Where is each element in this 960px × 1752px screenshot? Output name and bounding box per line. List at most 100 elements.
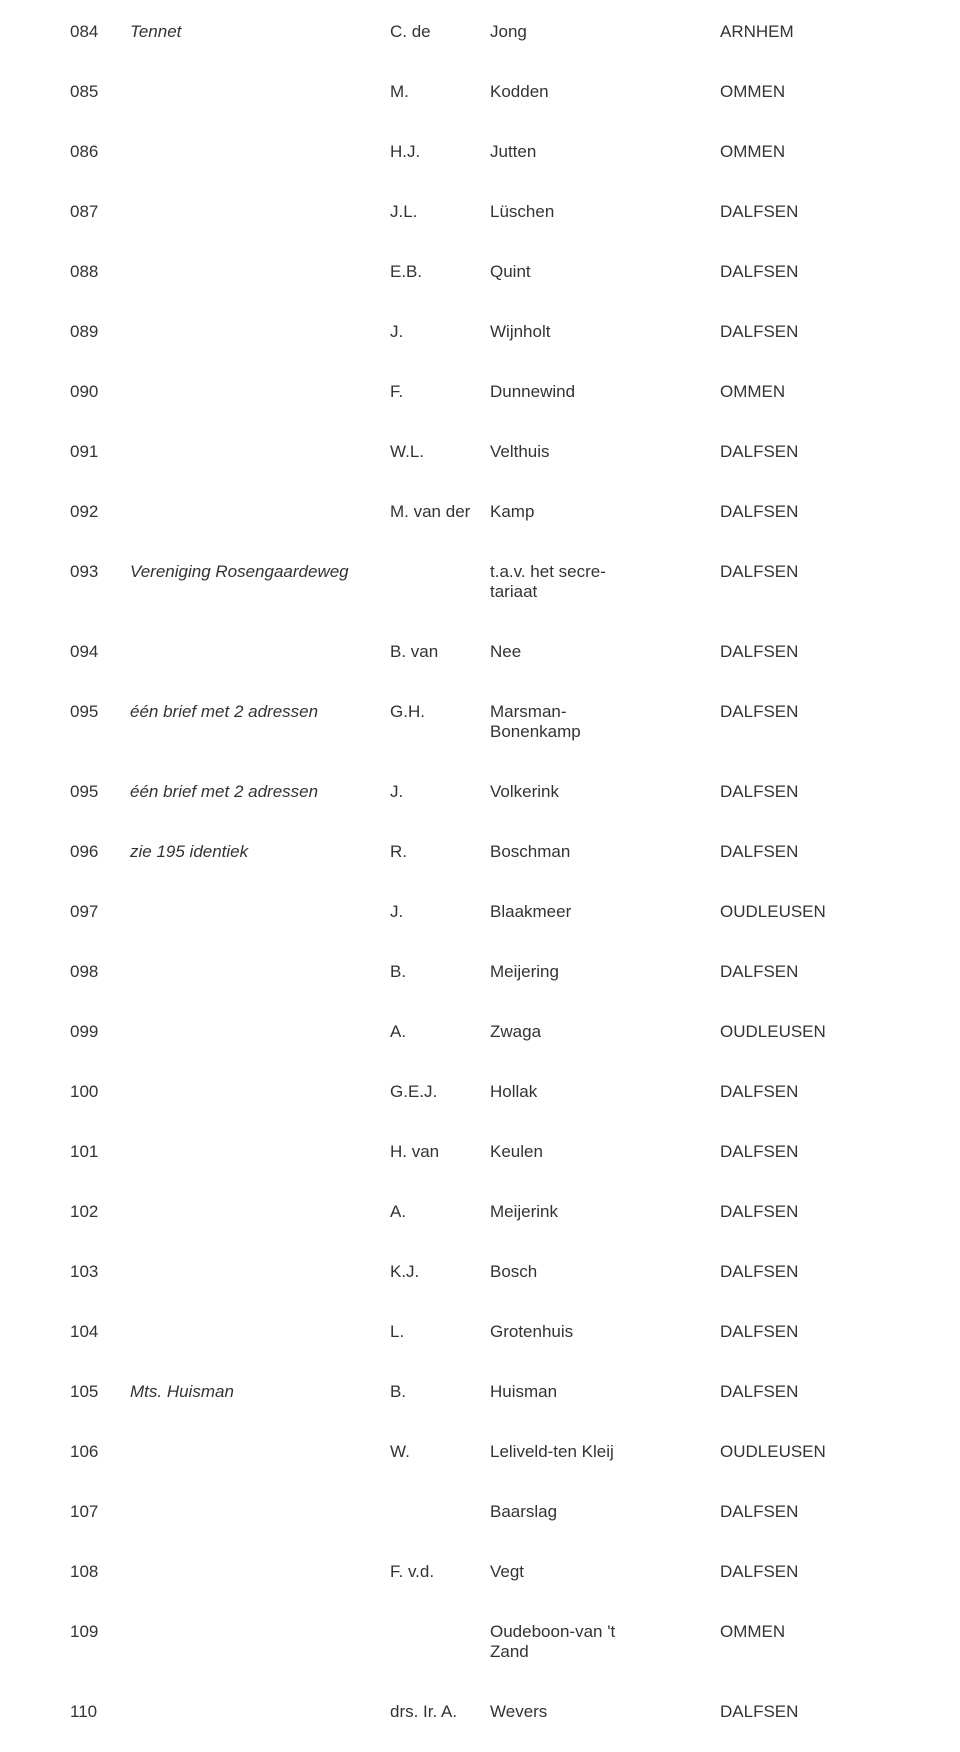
table-row: 097J.BlaakmeerOUDLEUSEN <box>70 902 890 922</box>
row-initials: G.E.J. <box>390 1082 490 1102</box>
row-id: 105 <box>70 1382 130 1402</box>
row-surname: Huisman <box>490 1382 720 1402</box>
row-city: DALFSEN <box>720 1382 870 1402</box>
table-row: 085M.KoddenOMMEN <box>70 82 890 102</box>
row-surname: Quint <box>490 262 720 282</box>
row-surname: Velthuis <box>490 442 720 462</box>
row-id: 099 <box>70 1022 130 1042</box>
row-city: DALFSEN <box>720 1082 870 1102</box>
row-city: DALFSEN <box>720 642 870 662</box>
row-id: 086 <box>70 142 130 162</box>
row-initials: F. v.d. <box>390 1562 490 1582</box>
row-id: 095 <box>70 702 130 722</box>
row-id: 095 <box>70 782 130 802</box>
row-note: Mts. Huisman <box>130 1382 390 1402</box>
row-surname: Kamp <box>490 502 720 522</box>
row-initials: G.H. <box>390 702 490 722</box>
row-initials: F. <box>390 382 490 402</box>
table-row: 096zie 195 identiekR.BoschmanDALFSEN <box>70 842 890 862</box>
row-id: 102 <box>70 1202 130 1222</box>
row-surname: Meijering <box>490 962 720 982</box>
row-surname: Oudeboon-van 'tZand <box>490 1622 720 1662</box>
table-row: 090F.DunnewindOMMEN <box>70 382 890 402</box>
table-row: 108F. v.d.VegtDALFSEN <box>70 1562 890 1582</box>
table-row: 089J.WijnholtDALFSEN <box>70 322 890 342</box>
row-surname: Leliveld-ten Kleij <box>490 1442 720 1462</box>
row-id: 097 <box>70 902 130 922</box>
row-initials: drs. Ir. A. <box>390 1702 490 1722</box>
row-surname: t.a.v. het secre-tariaat <box>490 562 720 602</box>
row-surname: Zwaga <box>490 1022 720 1042</box>
table-row: 088E.B.QuintDALFSEN <box>70 262 890 282</box>
row-city: DALFSEN <box>720 1502 870 1522</box>
row-city: DALFSEN <box>720 1202 870 1222</box>
row-initials: J.L. <box>390 202 490 222</box>
table-row: 092M. van derKampDALFSEN <box>70 502 890 522</box>
row-surname: Marsman-Bonenkamp <box>490 702 720 742</box>
row-id: 087 <box>70 202 130 222</box>
row-city: DALFSEN <box>720 442 870 462</box>
row-city: OMMEN <box>720 142 870 162</box>
row-id: 085 <box>70 82 130 102</box>
row-id: 084 <box>70 22 130 42</box>
table-row: 091 W.L.VelthuisDALFSEN <box>70 442 890 462</box>
row-id: 101 <box>70 1142 130 1162</box>
row-surname: Kodden <box>490 82 720 102</box>
row-city: DALFSEN <box>720 1142 870 1162</box>
row-id: 100 <box>70 1082 130 1102</box>
row-id: 098 <box>70 962 130 982</box>
row-city: OUDLEUSEN <box>720 902 870 922</box>
row-id: 093 <box>70 562 130 582</box>
row-id: 104 <box>70 1322 130 1342</box>
row-surname: Bosch <box>490 1262 720 1282</box>
table-row: 103K.J.BoschDALFSEN <box>70 1262 890 1282</box>
row-note: Tennet <box>130 22 390 42</box>
row-initials: H. van <box>390 1142 490 1162</box>
table-row: 086H.J.JuttenOMMEN <box>70 142 890 162</box>
row-surname: Wevers <box>490 1702 720 1722</box>
row-id: 090 <box>70 382 130 402</box>
row-surname: Lüschen <box>490 202 720 222</box>
row-surname: Meijerink <box>490 1202 720 1222</box>
row-surname: Grotenhuis <box>490 1322 720 1342</box>
table-row: 100G.E.J.HollakDALFSEN <box>70 1082 890 1102</box>
row-id: 108 <box>70 1562 130 1582</box>
row-city: OUDLEUSEN <box>720 1442 870 1462</box>
table-row: 093Vereniging Rosengaardewegt.a.v. het s… <box>70 562 890 602</box>
row-city: DALFSEN <box>720 702 870 722</box>
row-city: DALFSEN <box>720 502 870 522</box>
row-initials: R. <box>390 842 490 862</box>
row-id: 110 <box>70 1702 130 1722</box>
row-id: 109 <box>70 1622 130 1642</box>
row-initials: W. <box>390 1442 490 1462</box>
row-city: ARNHEM <box>720 22 870 42</box>
table-row: 099A.ZwagaOUDLEUSEN <box>70 1022 890 1042</box>
row-initials: E.B. <box>390 262 490 282</box>
table-row: 087J.L.LüschenDALFSEN <box>70 202 890 222</box>
table-row: 101 H. vanKeulenDALFSEN <box>70 1142 890 1162</box>
row-city: OMMEN <box>720 382 870 402</box>
table-row: 110 drs. Ir. A.WeversDALFSEN <box>70 1702 890 1722</box>
table-row: 104L.GrotenhuisDALFSEN <box>70 1322 890 1342</box>
row-city: DALFSEN <box>720 1562 870 1582</box>
row-id: 091 <box>70 442 130 462</box>
table-row: 094B. vanNeeDALFSEN <box>70 642 890 662</box>
table-row: 105Mts. HuismanB.HuismanDALFSEN <box>70 1382 890 1402</box>
row-surname: Boschman <box>490 842 720 862</box>
table-row: 106W.Leliveld-ten KleijOUDLEUSEN <box>70 1442 890 1462</box>
row-initials: C. de <box>390 22 490 42</box>
row-initials: A. <box>390 1202 490 1222</box>
row-city: DALFSEN <box>720 1322 870 1342</box>
row-city: OMMEN <box>720 82 870 102</box>
row-surname: Keulen <box>490 1142 720 1162</box>
row-initials: W.L. <box>390 442 490 462</box>
table-row: 107BaarslagDALFSEN <box>70 1502 890 1522</box>
row-surname: Nee <box>490 642 720 662</box>
row-city: DALFSEN <box>720 322 870 342</box>
row-city: DALFSEN <box>720 1702 870 1722</box>
table-row: 095één brief met 2 adressenJ.VolkerinkDA… <box>70 782 890 802</box>
row-initials: B. <box>390 962 490 982</box>
table-row: 084TennetC. deJongARNHEM <box>70 22 890 42</box>
table-row: 109Oudeboon-van 'tZandOMMEN <box>70 1622 890 1662</box>
row-city: DALFSEN <box>720 562 870 582</box>
